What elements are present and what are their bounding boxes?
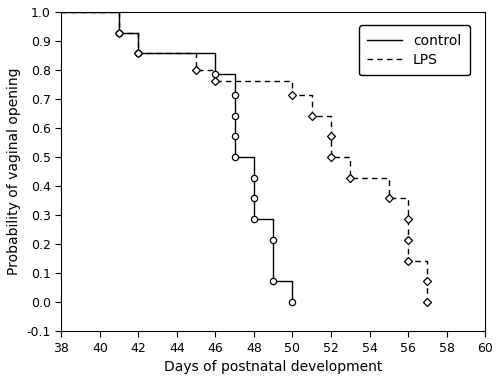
Legend: control, LPS: control, LPS bbox=[359, 25, 470, 75]
Y-axis label: Probability of vaginal opening: Probability of vaginal opening bbox=[7, 68, 21, 275]
X-axis label: Days of postnatal development: Days of postnatal development bbox=[164, 360, 382, 374]
